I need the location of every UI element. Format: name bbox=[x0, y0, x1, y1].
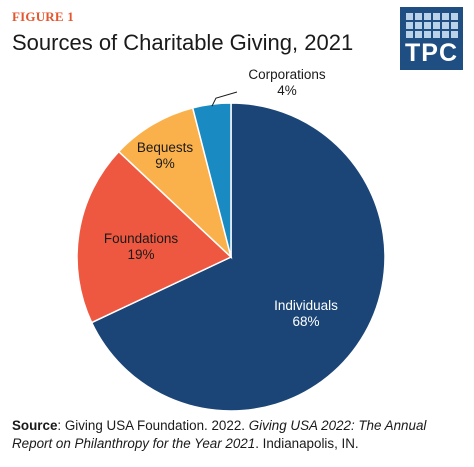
pie-slice-individuals bbox=[90, 102, 386, 412]
source-text-2: . Indianapolis, IN. bbox=[255, 436, 359, 451]
source-report-title: Giving USA 2022: The Annual Report on Ph… bbox=[12, 418, 427, 451]
slice-value-bequests: 9% bbox=[155, 156, 175, 171]
pie-slice-bequests bbox=[117, 106, 233, 260]
source-text-1: : Giving USA Foundation. 2022. bbox=[57, 418, 249, 433]
source-note: Source: Giving USA Foundation. 2022. Giv… bbox=[12, 417, 467, 453]
tpc-logo: TPC bbox=[400, 7, 463, 70]
slice-label-individuals: Individuals bbox=[274, 298, 338, 313]
slice-value-corporations: 4% bbox=[277, 83, 297, 98]
logo-text: TPC bbox=[405, 39, 458, 67]
slice-value-individuals: 68% bbox=[292, 314, 319, 329]
pie-slice-corporations bbox=[191, 102, 232, 258]
figure-label: FIGURE 1 bbox=[12, 9, 74, 24]
slice-label-foundations: Foundations bbox=[104, 231, 179, 246]
slice-label-bequests: Bequests bbox=[137, 140, 194, 155]
slice-value-foundations: 19% bbox=[127, 247, 154, 262]
source-prefix: Source bbox=[12, 418, 58, 433]
leader-line-corporations bbox=[211, 91, 238, 107]
pie-slice-foundations bbox=[76, 150, 233, 324]
slice-label-corporations: Corporations bbox=[248, 67, 326, 82]
chart-title: Sources of Charitable Giving, 2021 bbox=[12, 30, 354, 55]
logo-grid-icon bbox=[406, 13, 458, 38]
